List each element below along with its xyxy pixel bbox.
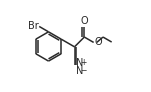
Text: N: N bbox=[76, 58, 84, 68]
Text: +: + bbox=[80, 58, 87, 67]
Text: −: − bbox=[80, 66, 87, 75]
Text: N: N bbox=[76, 66, 84, 76]
Text: O: O bbox=[80, 16, 88, 26]
Text: O: O bbox=[94, 37, 102, 47]
Text: Br: Br bbox=[28, 21, 38, 31]
